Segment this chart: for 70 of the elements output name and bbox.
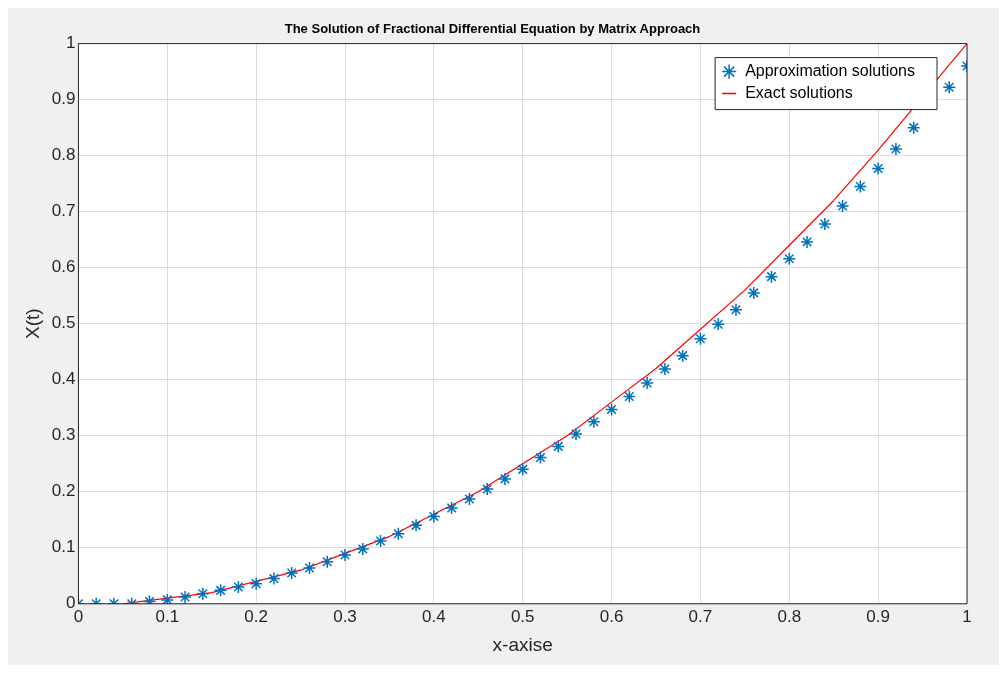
x-tick-label: 0.1	[155, 606, 180, 626]
legend-label: Approximation solutions	[745, 62, 916, 80]
point	[391, 527, 406, 541]
point	[284, 566, 299, 580]
y-tick-label: 0.3	[51, 425, 76, 445]
y-tick-label: 0	[65, 593, 76, 613]
y-tick-label: 0.4	[51, 369, 76, 389]
point	[818, 217, 832, 231]
point	[373, 534, 388, 548]
point	[906, 120, 921, 135]
point	[267, 571, 281, 586]
point	[711, 317, 725, 332]
point	[427, 509, 441, 524]
point	[569, 427, 583, 441]
x-tick-label: 0.8	[777, 606, 802, 626]
x-tick-label: 0.3	[333, 606, 357, 626]
point	[587, 414, 601, 429]
point	[640, 376, 654, 390]
point	[853, 179, 868, 194]
y-axis-title: X(t)	[21, 308, 43, 339]
point	[693, 332, 708, 346]
y-tick-label: 0.7	[51, 201, 76, 221]
point	[249, 576, 263, 591]
y-tick-label: 0.2	[51, 481, 76, 501]
x-tick-label: 0.5	[510, 606, 535, 626]
y-tick-label: 0.6	[51, 257, 76, 277]
y-tick-label: 0.8	[51, 145, 76, 165]
x-tick-label: 1	[962, 606, 972, 626]
point	[746, 286, 761, 300]
point	[356, 542, 370, 556]
point	[302, 561, 317, 575]
point	[871, 161, 885, 176]
y-tick-label: 1	[65, 33, 76, 53]
point	[835, 199, 850, 213]
point	[658, 362, 672, 376]
point	[444, 501, 459, 515]
point	[942, 80, 956, 95]
x-tick-label: 0.2	[244, 606, 268, 626]
point	[231, 580, 246, 594]
point	[782, 251, 797, 266]
x-tick-label: 0.6	[599, 606, 624, 626]
point	[160, 593, 175, 604]
x-tick-label: 0.4	[422, 606, 446, 626]
point	[213, 583, 228, 598]
point	[675, 348, 690, 363]
chart-title: The Solution of Fractional Differential Equation by Matrix Approach	[284, 21, 701, 37]
y-tick-label: 0.9	[51, 89, 76, 109]
point	[729, 302, 743, 317]
x-axis-title: x-axise	[492, 633, 553, 655]
point	[533, 450, 548, 465]
point	[551, 439, 566, 454]
y-tick-label: 0.5	[51, 313, 76, 333]
point	[320, 555, 334, 569]
point	[462, 492, 477, 506]
point	[515, 462, 530, 477]
point	[498, 472, 512, 486]
point	[889, 142, 903, 156]
x-tick-label: 0.7	[688, 606, 713, 626]
point	[409, 518, 423, 533]
point	[764, 269, 779, 284]
point	[622, 389, 637, 404]
point	[800, 235, 814, 249]
y-tick-label: 0.1	[51, 537, 76, 557]
point	[178, 590, 192, 604]
point	[480, 482, 494, 496]
legend-label: Exact solutions	[745, 84, 853, 102]
point	[338, 548, 352, 562]
point	[604, 402, 619, 417]
x-tick-label: 0.9	[866, 606, 890, 626]
point	[196, 586, 210, 601]
